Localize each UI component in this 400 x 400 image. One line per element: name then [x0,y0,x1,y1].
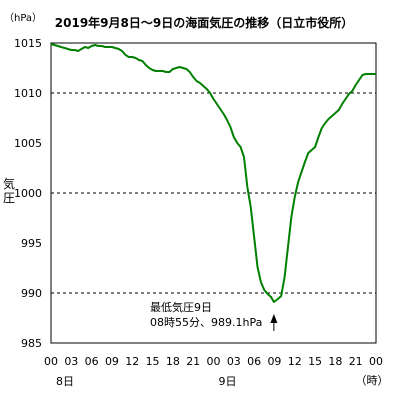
y-tick-label: 995 [21,237,42,250]
y-tick-label: 990 [21,287,42,300]
x-tick-label: 18 [328,355,342,368]
day-label: 9日 [219,375,237,388]
x-tick-label: 15 [146,355,160,368]
y-tick-label: 1005 [14,137,42,150]
annotation-line2: 08時55分、989.1hPa [150,316,262,329]
chart-title: 2019年9月8日～9日の海面気圧の推移（日立市役所） [55,15,353,30]
day-labels: 8日 9日 [56,375,237,388]
x-tick-label: 15 [308,355,322,368]
gridlines [51,92,376,294]
annotation-arrowhead [270,314,278,323]
y-axis-label-char: 圧 [3,191,15,205]
y-axis-label-char: 気 [3,176,15,191]
unit-label: （hPa） [4,12,42,24]
x-tick-label: 09 [267,355,281,368]
y-tick-label: 985 [21,337,42,350]
y-tick-label: 1010 [14,87,42,100]
y-axis-label: 気圧 [3,176,15,205]
x-tick-label: 00 [207,355,221,368]
minimum-annotation: 最低気圧9日 08時55分、989.1hPa [150,300,278,331]
y-tick-labels: 985 990 995 1000 1005 1010 1015 [14,37,42,350]
x-tick-label: 00 [44,355,58,368]
pressure-series-line [50,43,376,303]
y-tick-label: 1015 [14,37,42,50]
x-tick-label: 21 [186,355,200,368]
x-tick-label: 00 [369,355,383,368]
x-tick-label: 03 [227,355,241,368]
x-tick-label: 06 [247,355,261,368]
x-tick-label: 21 [349,355,363,368]
x-tick-label: 09 [105,355,119,368]
x-tick-labels: 00 03 06 09 12 15 18 21 00 03 06 09 12 15 18 21 00 [44,355,383,368]
x-tick-label: 18 [166,355,180,368]
x-tick-label: 12 [125,355,139,368]
x-tick-label: 06 [85,355,99,368]
x-tick-label: 03 [64,355,78,368]
x-tick-label: 12 [288,355,302,368]
y-tick-label: 1000 [14,187,42,200]
x-unit-label: （時） [356,374,389,387]
annotation-line1: 最低気圧9日 [150,300,212,314]
day-label: 8日 [56,375,74,388]
